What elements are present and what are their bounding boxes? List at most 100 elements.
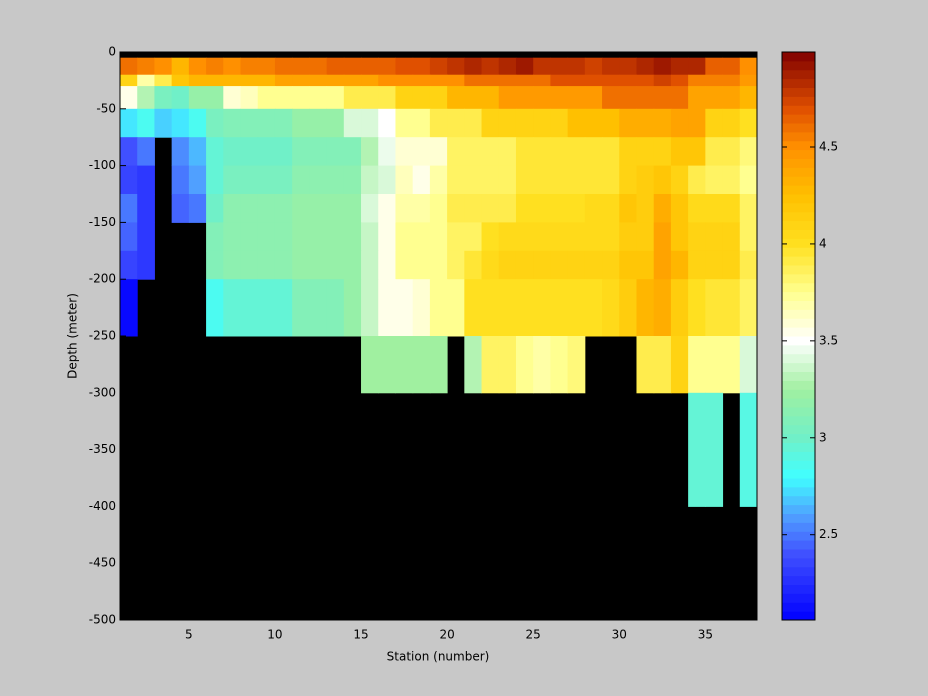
heatmap-cell: [120, 57, 138, 76]
x-axis-label: Station (number): [387, 650, 490, 664]
heatmap-cell: [361, 336, 379, 394]
heatmap-cell: [343, 165, 362, 195]
heatmap-cell: [670, 108, 689, 138]
heatmap-cell: [137, 86, 155, 110]
heatmap-cell: [602, 194, 620, 223]
heatmap-cell: [240, 74, 259, 87]
heatmap-cell: [619, 165, 637, 195]
colorbar-swatch: [782, 407, 815, 417]
heatmap-cell: [206, 194, 224, 223]
colorbar-swatch: [782, 433, 815, 443]
heatmap-cell: [137, 57, 155, 76]
heatmap-cell: [257, 222, 276, 252]
heatmap-cell: [412, 86, 431, 110]
colorbar-swatch: [782, 451, 815, 461]
heatmap-cell: [670, 279, 689, 337]
heatmap-cell: [206, 165, 224, 195]
heatmap-cell: [206, 74, 224, 87]
heatmap-cell: [464, 74, 483, 87]
heatmap-cell: [602, 74, 620, 87]
heatmap-cell: [584, 86, 603, 110]
heatmap-cell: [188, 165, 207, 195]
colorbar-tick-label: 4: [819, 236, 827, 250]
x-tick-label: 15: [353, 628, 368, 642]
heatmap-cell: [653, 57, 672, 76]
heatmap-cell: [722, 108, 741, 138]
heatmap-cell: [498, 57, 517, 76]
colorbar-swatch: [782, 557, 815, 568]
heatmap-cell: [361, 74, 379, 87]
heatmap-cell: [688, 222, 706, 252]
colorbar-swatch: [782, 78, 815, 88]
colorbar-swatch: [782, 566, 815, 577]
heatmap-cell: [257, 137, 276, 167]
heatmap-cell: [533, 137, 551, 167]
colorbar-swatch: [782, 593, 815, 603]
x-tick-label: 10: [267, 628, 282, 642]
heatmap-cell: [326, 250, 345, 280]
heatmap-cell: [292, 57, 310, 76]
heatmap-cell: [653, 108, 672, 138]
heatmap-cell: [223, 57, 242, 76]
heatmap-cell: [602, 165, 620, 195]
heatmap-cell: [223, 279, 242, 337]
heatmap-cell: [688, 108, 706, 138]
heatmap-cell: [619, 250, 637, 280]
heatmap-cell: [223, 222, 242, 252]
colorbar-swatch: [782, 513, 815, 523]
heatmap-cell: [636, 57, 655, 76]
heatmap-cell: [292, 108, 310, 138]
heatmap-cell: [636, 336, 655, 394]
heatmap-cell: [653, 86, 672, 110]
heatmap-cell: [739, 108, 758, 138]
heatmap-cell: [584, 279, 603, 337]
colorbar-swatch: [782, 273, 815, 284]
heatmap-cell: [120, 74, 138, 87]
heatmap-cell: [533, 74, 551, 87]
heatmap-cell: [309, 137, 328, 167]
colorbar-swatch: [782, 265, 815, 275]
heatmap-cell: [412, 279, 431, 337]
heatmap-cell: [429, 86, 448, 110]
colorbar-swatch: [782, 96, 815, 106]
heatmap-cell: [739, 336, 758, 394]
heatmap-cell: [498, 74, 517, 87]
heatmap-cell: [447, 137, 465, 167]
heatmap-cell: [739, 165, 758, 195]
heatmap-cell: [309, 222, 328, 252]
heatmap-cell: [498, 279, 517, 337]
heatmap-cell: [653, 165, 672, 195]
heatmap-cell: [395, 137, 414, 167]
heatmap-cell: [257, 279, 276, 337]
colorbar-tick-label: 2.5: [819, 527, 838, 541]
heatmap-cell: [567, 194, 586, 223]
heatmap-cell: [653, 194, 672, 223]
heatmap-cell: [240, 86, 259, 110]
y-tick-label: -350: [89, 442, 116, 456]
colorbar-swatch: [782, 362, 815, 372]
heatmap-cell: [602, 250, 620, 280]
heatmap-cell: [188, 86, 207, 110]
heatmap-cell: [550, 222, 569, 252]
colorbar-swatch: [782, 584, 815, 594]
heatmap-cell: [240, 194, 259, 223]
colorbar-swatch: [782, 353, 815, 364]
heatmap-cell: [619, 108, 637, 138]
heatmap-cell: [188, 194, 207, 223]
heatmap-cell: [292, 250, 310, 280]
colorbar-swatch: [782, 380, 815, 390]
colorbar-swatch: [782, 202, 815, 213]
heatmap-cell: [309, 250, 328, 280]
heatmap-cell: [120, 222, 138, 252]
heatmap-cell: [120, 165, 138, 195]
heatmap-cell: [274, 194, 293, 223]
heatmap-cell: [550, 108, 569, 138]
heatmap-cell: [188, 74, 207, 87]
heatmap-cell: [395, 57, 414, 76]
heatmap-cell: [274, 250, 293, 280]
heatmap-cell: [670, 74, 689, 87]
heatmap-cell: [326, 222, 345, 252]
heatmap-cell: [705, 74, 724, 87]
heatmap-cell: [619, 74, 637, 87]
heatmap-cell: [722, 137, 741, 167]
